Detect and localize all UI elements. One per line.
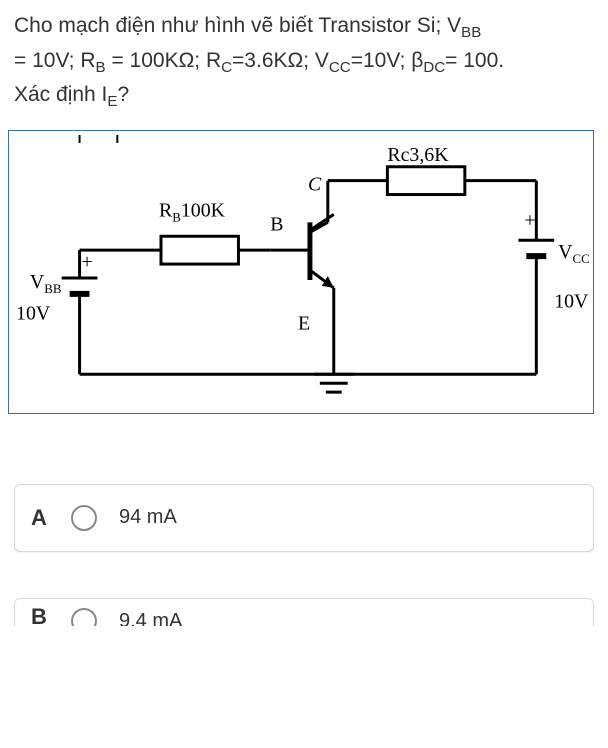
q-line2-p8: = 100. <box>445 49 504 72</box>
question-text: Cho mạch điện như hình vẽ biết Transisto… <box>0 0 608 122</box>
q-line2-s5: CC <box>329 59 351 76</box>
radio-icon <box>71 608 97 626</box>
q-line2-s7: DC <box>423 59 445 76</box>
radio-icon <box>71 505 97 531</box>
rc-label: Rc3,6K <box>387 144 449 166</box>
q-line2-s3: C <box>221 59 232 76</box>
b-label: B <box>270 213 283 235</box>
vcc-label: VCC <box>558 241 590 266</box>
answer-a-text: 94 mA <box>119 506 177 529</box>
q-line3-s1: E <box>107 93 117 110</box>
c-label: C <box>308 173 322 195</box>
q-line1-pre: Cho mạch điện như hình vẽ biết Transisto… <box>14 14 461 37</box>
circuit-diagram: Rc3,6K + VCC 10V C B RB100K <box>8 130 594 414</box>
q-line2-p0: = 10V; R <box>14 49 96 72</box>
q-line2-p6: =10V; β <box>351 49 424 72</box>
circuit-svg: Rc3,6K + VCC 10V C B RB100K <box>9 131 593 413</box>
vcc-val: 10V <box>554 291 589 313</box>
vbb-val: 10V <box>16 303 51 325</box>
answer-a-letter: A <box>31 505 71 531</box>
answer-option-b[interactable]: B 9,4 mA <box>14 598 594 626</box>
q-line2-p2: = 100KΩ; R <box>106 49 222 72</box>
vbb-label: VBB <box>30 271 62 296</box>
q-line3-p2: ? <box>117 83 129 106</box>
q-line3-p0: Xác định I <box>14 83 107 106</box>
answer-b-letter: B <box>31 604 71 626</box>
answer-b-text: 9,4 mA <box>119 610 182 626</box>
vcc-plus: + <box>524 209 535 231</box>
q-line2-s1: B <box>96 59 106 76</box>
answer-option-a[interactable]: A 94 mA <box>14 484 594 552</box>
rb-label: RB100K <box>159 199 226 224</box>
e-label: E <box>298 312 310 334</box>
q-line1-sub: BB <box>461 24 481 41</box>
q-line2-p4: =3.6KΩ; V <box>232 49 329 72</box>
vbb-plus: + <box>82 251 93 273</box>
